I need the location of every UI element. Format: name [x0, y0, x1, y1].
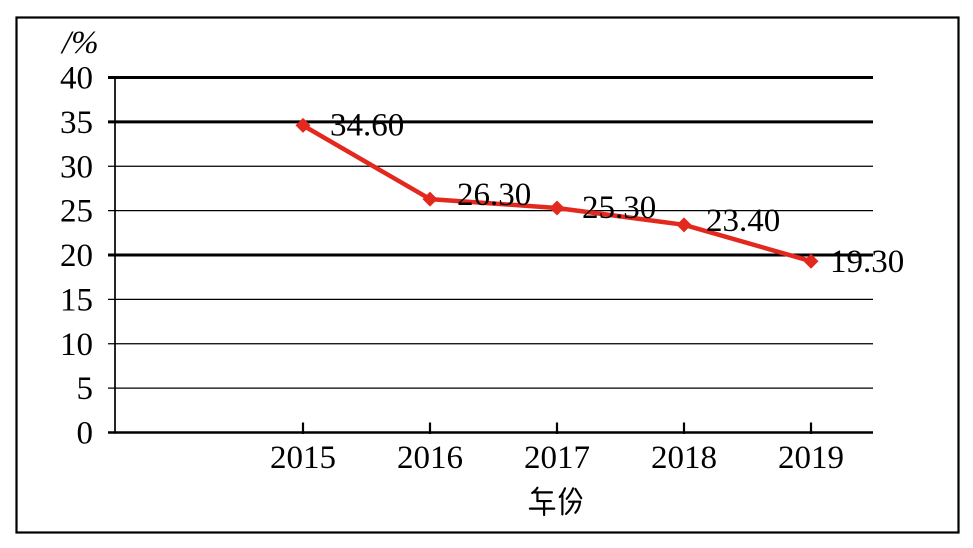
y-tick-label: 30 [60, 149, 93, 185]
y-tick-label: 35 [60, 105, 93, 141]
y-axis-unit-label: /% [60, 25, 99, 61]
y-tick-label: 15 [60, 282, 93, 318]
data-point-label: 25.30 [582, 190, 656, 226]
data-point-marker [676, 217, 692, 233]
x-axis-title [528, 486, 583, 517]
y-tick-label: 5 [77, 371, 94, 407]
chart-border [15, 16, 960, 534]
data-series [295, 117, 819, 269]
data-point-marker [422, 191, 438, 207]
y-tick-label: 25 [60, 194, 93, 230]
y-tick-label: 20 [60, 238, 93, 274]
data-point-labels: 34.60 26.30 25.30 23.40 19.30 [330, 107, 904, 280]
x-axis-tick-labels: 2015 2016 2017 2018 2019 [270, 440, 844, 476]
gridlines [108, 76, 873, 434]
y-tick-label: 0 [77, 416, 94, 452]
x-tick-label: 2018 [651, 440, 717, 476]
glyph-nian [528, 486, 556, 517]
data-point-label: 34.60 [330, 107, 404, 143]
y-tick-label: 10 [60, 327, 93, 363]
y-axis-tick-labels: 0 5 10 15 20 25 30 35 40 [60, 61, 93, 452]
data-point-label: 19.30 [830, 244, 904, 280]
glyph-fen [558, 487, 583, 516]
data-point-label: 23.40 [706, 203, 780, 239]
x-tick-label: 2015 [270, 440, 336, 476]
x-tick-label: 2016 [397, 440, 463, 476]
data-point-marker [803, 253, 819, 269]
data-point-marker [295, 117, 311, 133]
data-point-label: 26.30 [457, 177, 531, 213]
y-tick-label: 40 [60, 61, 93, 97]
data-point-marker [549, 200, 565, 216]
x-tick-label: 2017 [524, 440, 590, 476]
x-tick-label: 2019 [778, 440, 844, 476]
x-axis-ticks [301, 422, 813, 434]
